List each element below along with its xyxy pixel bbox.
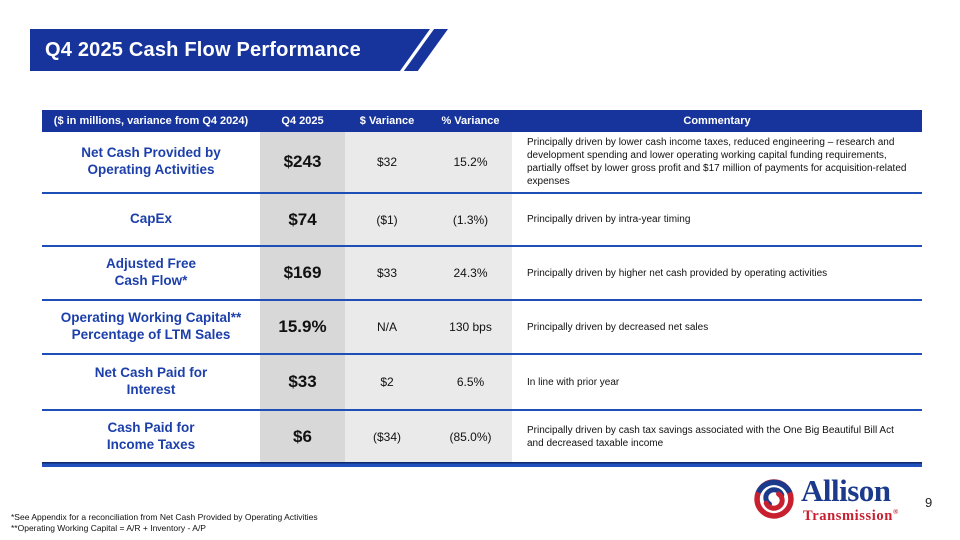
footnote-1: *See Appendix for a reconciliation from …: [11, 512, 318, 522]
row-q4-value: $6: [260, 411, 345, 462]
footnote-2: **Operating Working Capital = A/R + Inve…: [11, 523, 206, 533]
row-pct-variance: 15.2%: [429, 132, 512, 192]
row-q4-value: $169: [260, 247, 345, 299]
table-row: Net Cash Paid for Interest $33 $2 6.5% I…: [42, 355, 922, 411]
table-row: Cash Paid for Income Taxes $6 ($34) (85.…: [42, 411, 922, 462]
allison-transmission-logo: Allison Transmission®: [752, 473, 899, 524]
table-row: Net Cash Provided by Operating Activitie…: [42, 132, 922, 194]
allison-swirl-icon: [754, 479, 794, 519]
row-q4-value: 15.9%: [260, 301, 345, 353]
row-commentary: Principally driven by decreased net sale…: [527, 321, 709, 333]
row-pct-variance: 130 bps: [429, 301, 512, 353]
table-row: Operating Working Capital** Percentage o…: [42, 301, 922, 355]
table-header-row: ($ in millions, variance from Q4 2024) Q…: [42, 110, 922, 132]
row-label: Net Cash Paid for Interest: [94, 365, 208, 397]
row-commentary: Principally driven by lower cash income …: [527, 137, 907, 187]
row-pct-variance: (85.0%): [429, 411, 512, 462]
row-commentary: In line with prior year: [527, 376, 620, 388]
row-dollar-variance: ($34): [345, 411, 429, 462]
row-q4-value: $33: [260, 355, 345, 409]
row-label: CapEx: [129, 211, 173, 227]
logo-subtitle: Transmission®: [803, 505, 899, 524]
row-pct-variance: 6.5%: [429, 355, 512, 409]
header-units-note: ($ in millions, variance from Q4 2024): [53, 115, 249, 127]
page-title: Q4 2025 Cash Flow Performance: [45, 38, 361, 61]
row-dollar-variance: $33: [345, 247, 429, 299]
page-number: 9: [925, 495, 933, 510]
title-banner: Q4 2025 Cash Flow Performance: [30, 29, 430, 71]
registered-mark-icon: ®: [892, 508, 899, 516]
row-dollar-variance: ($1): [345, 194, 429, 245]
row-label: Net Cash Provided by Operating Activitie…: [81, 145, 221, 177]
header-q4-2025: Q4 2025: [281, 115, 324, 127]
footnotes: *See Appendix for a reconciliation from …: [11, 512, 318, 534]
row-label: Adjusted Free Cash Flow*: [105, 256, 197, 288]
row-pct-variance: 24.3%: [429, 247, 512, 299]
table-bottom-border: [42, 462, 922, 467]
row-commentary: Principally driven by cash tax savings a…: [527, 424, 894, 449]
row-q4-value: $243: [260, 132, 345, 192]
row-label: Cash Paid for Income Taxes: [106, 419, 196, 452]
header-pct-variance: % Variance: [441, 115, 500, 127]
table-row: Adjusted Free Cash Flow* $169 $33 24.3% …: [42, 247, 922, 301]
header-dollar-variance: $ Variance: [359, 115, 415, 127]
table-row: CapEx $74 ($1) (1.3%) Principally driven…: [42, 194, 922, 247]
row-dollar-variance: $2: [345, 355, 429, 409]
row-commentary: Principally driven by higher net cash pr…: [527, 267, 828, 279]
logo-word: Allison: [801, 473, 891, 508]
row-label: Operating Working Capital** Percentage o…: [60, 310, 242, 342]
row-commentary: Principally driven by intra-year timing: [527, 214, 691, 225]
row-pct-variance: (1.3%): [429, 194, 512, 245]
row-dollar-variance: $32: [345, 132, 429, 192]
logo-subtitle-text: Transmission: [803, 507, 893, 524]
header-commentary: Commentary: [683, 115, 751, 127]
row-dollar-variance: N/A: [345, 301, 429, 353]
logo-wordmark: Allison Transmission®: [801, 473, 899, 524]
row-q4-value: $74: [260, 194, 345, 245]
cash-flow-table: ($ in millions, variance from Q4 2024) Q…: [42, 110, 922, 467]
